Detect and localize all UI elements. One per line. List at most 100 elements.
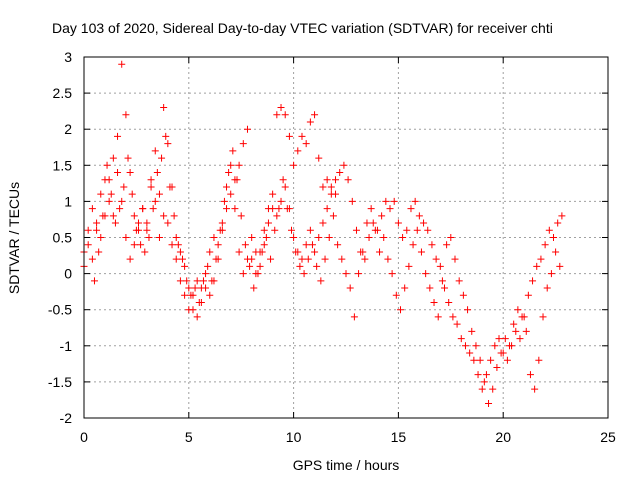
- data-point: [290, 234, 298, 241]
- data-point: [294, 147, 302, 155]
- data-point: [308, 241, 316, 249]
- data-point: [495, 335, 503, 343]
- data-point: [193, 313, 201, 321]
- data-point: [558, 212, 566, 220]
- data-point: [554, 219, 562, 227]
- data-point: [426, 284, 434, 292]
- data-point: [258, 248, 266, 256]
- data-point: [168, 241, 176, 249]
- data-point: [411, 197, 419, 205]
- data-point: [434, 313, 442, 321]
- data-point: [290, 161, 298, 169]
- data-point: [319, 219, 327, 227]
- data-point: [441, 284, 449, 292]
- data-point: [323, 176, 331, 184]
- x-tick-label: 25: [600, 429, 616, 445]
- y-tick-label: 0: [64, 266, 72, 282]
- data-point: [130, 212, 138, 220]
- data-point: [160, 104, 168, 112]
- data-point: [139, 205, 147, 213]
- data-point: [376, 248, 384, 256]
- x-tick-label: 20: [495, 429, 511, 445]
- data-point: [537, 255, 545, 263]
- data-point: [535, 356, 543, 364]
- data-point: [338, 255, 346, 263]
- data-point: [122, 234, 130, 241]
- data-point: [210, 234, 218, 241]
- data-point: [239, 270, 247, 278]
- data-point: [197, 284, 205, 292]
- data-point: [246, 262, 254, 270]
- data-point: [296, 262, 304, 270]
- data-point: [336, 169, 344, 177]
- data-point: [243, 255, 251, 263]
- data-point: [185, 306, 193, 314]
- data-point: [461, 342, 469, 350]
- data-point: [84, 226, 92, 234]
- data-point: [459, 291, 467, 299]
- data-point: [556, 262, 564, 270]
- data-point: [443, 241, 451, 249]
- data-point: [235, 248, 243, 256]
- data-point: [340, 161, 348, 169]
- data-point: [90, 277, 98, 285]
- data-point: [329, 212, 337, 220]
- series-track-c: [90, 132, 564, 408]
- data-point: [279, 176, 287, 184]
- data-point: [164, 140, 172, 148]
- data-point: [239, 140, 247, 148]
- data-point: [130, 241, 138, 249]
- data-point: [298, 255, 306, 263]
- data-point: [382, 197, 390, 205]
- data-point: [447, 234, 455, 241]
- data-point: [250, 284, 258, 292]
- data-point: [141, 248, 149, 256]
- data-point: [350, 313, 358, 321]
- x-tick-label: 0: [80, 429, 88, 445]
- data-point: [325, 234, 333, 241]
- data-point: [503, 356, 511, 364]
- data-point: [468, 327, 476, 335]
- data-point: [298, 132, 306, 140]
- data-point: [202, 270, 210, 278]
- data-point: [114, 132, 122, 140]
- data-point: [430, 298, 438, 306]
- data-point: [241, 241, 249, 249]
- data-point: [445, 298, 453, 306]
- data-point: [476, 356, 484, 364]
- data-point: [505, 342, 513, 350]
- data-point: [405, 262, 413, 270]
- data-point: [93, 226, 101, 234]
- data-point: [407, 205, 415, 213]
- data-point: [399, 234, 407, 241]
- data-point: [292, 248, 300, 256]
- data-point: [438, 277, 446, 285]
- data-point: [122, 111, 130, 119]
- data-point: [547, 270, 555, 278]
- data-point: [409, 241, 417, 249]
- data-point: [88, 255, 96, 263]
- data-point: [109, 154, 117, 162]
- data-point: [181, 262, 189, 270]
- data-point: [195, 298, 203, 306]
- data-point: [543, 284, 551, 292]
- x-tick-label: 15: [391, 429, 407, 445]
- data-point: [306, 118, 314, 126]
- data-point: [116, 205, 124, 213]
- data-point: [120, 183, 128, 191]
- data-point: [162, 132, 170, 140]
- data-point: [281, 111, 289, 119]
- data-point: [218, 219, 226, 227]
- data-point: [311, 111, 319, 119]
- data-point: [223, 183, 231, 191]
- data-point: [227, 161, 235, 169]
- data-point: [214, 241, 222, 249]
- data-point: [105, 176, 113, 184]
- data-point: [396, 306, 404, 314]
- data-point: [403, 226, 411, 234]
- data-point: [254, 270, 262, 278]
- data-point: [371, 226, 379, 234]
- data-point: [533, 262, 541, 270]
- data-point: [199, 277, 207, 285]
